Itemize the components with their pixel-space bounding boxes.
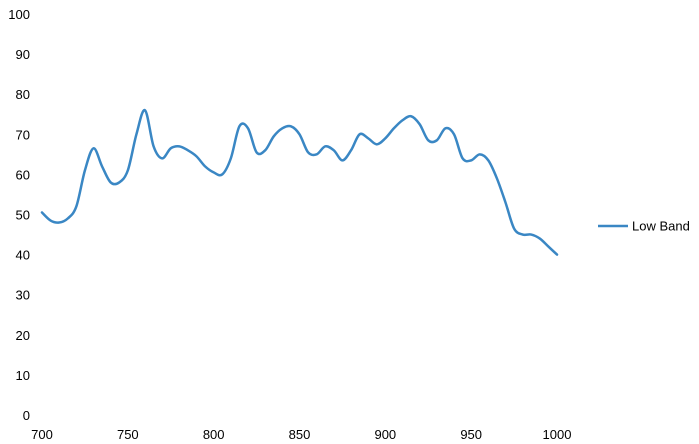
x-axis-tick-labels: 700 750 800 850 900 950 1000 <box>31 427 571 442</box>
x-tick-label: 700 <box>31 427 53 442</box>
series-line-low-band <box>40 108 559 256</box>
y-tick-label: 90 <box>16 47 30 62</box>
y-tick-label: 30 <box>16 288 30 303</box>
y-tick-label: 40 <box>16 248 30 263</box>
legend: Low Band <box>598 219 690 234</box>
x-tick-label: 950 <box>460 427 482 442</box>
x-tick-label: 1000 <box>543 427 572 442</box>
x-tick-label: 800 <box>203 427 225 442</box>
y-tick-label: 100 <box>8 7 30 22</box>
series-layer <box>40 108 559 256</box>
y-tick-label: 10 <box>16 368 30 383</box>
y-tick-label: 80 <box>16 87 30 102</box>
y-tick-label: 0 <box>23 408 30 423</box>
y-tick-label: 70 <box>16 127 30 142</box>
x-tick-label: 900 <box>374 427 396 442</box>
y-axis-tick-labels: 0 10 20 30 40 50 60 70 80 90 100 <box>8 7 30 423</box>
legend-label-low-band: Low Band <box>632 219 690 234</box>
x-tick-label: 750 <box>117 427 139 442</box>
y-tick-label: 60 <box>16 167 30 182</box>
y-tick-label: 20 <box>16 328 30 343</box>
y-tick-label: 50 <box>16 208 30 223</box>
x-tick-label: 850 <box>289 427 311 442</box>
